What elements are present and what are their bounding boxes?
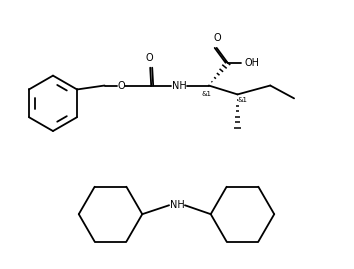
- Text: O: O: [145, 53, 153, 63]
- Text: &1: &1: [238, 97, 247, 103]
- Text: NH: NH: [172, 80, 186, 90]
- Text: &1: &1: [202, 91, 212, 97]
- Text: OH: OH: [245, 58, 260, 68]
- Text: NH: NH: [170, 200, 184, 210]
- Text: O: O: [118, 80, 125, 90]
- Text: O: O: [214, 33, 222, 43]
